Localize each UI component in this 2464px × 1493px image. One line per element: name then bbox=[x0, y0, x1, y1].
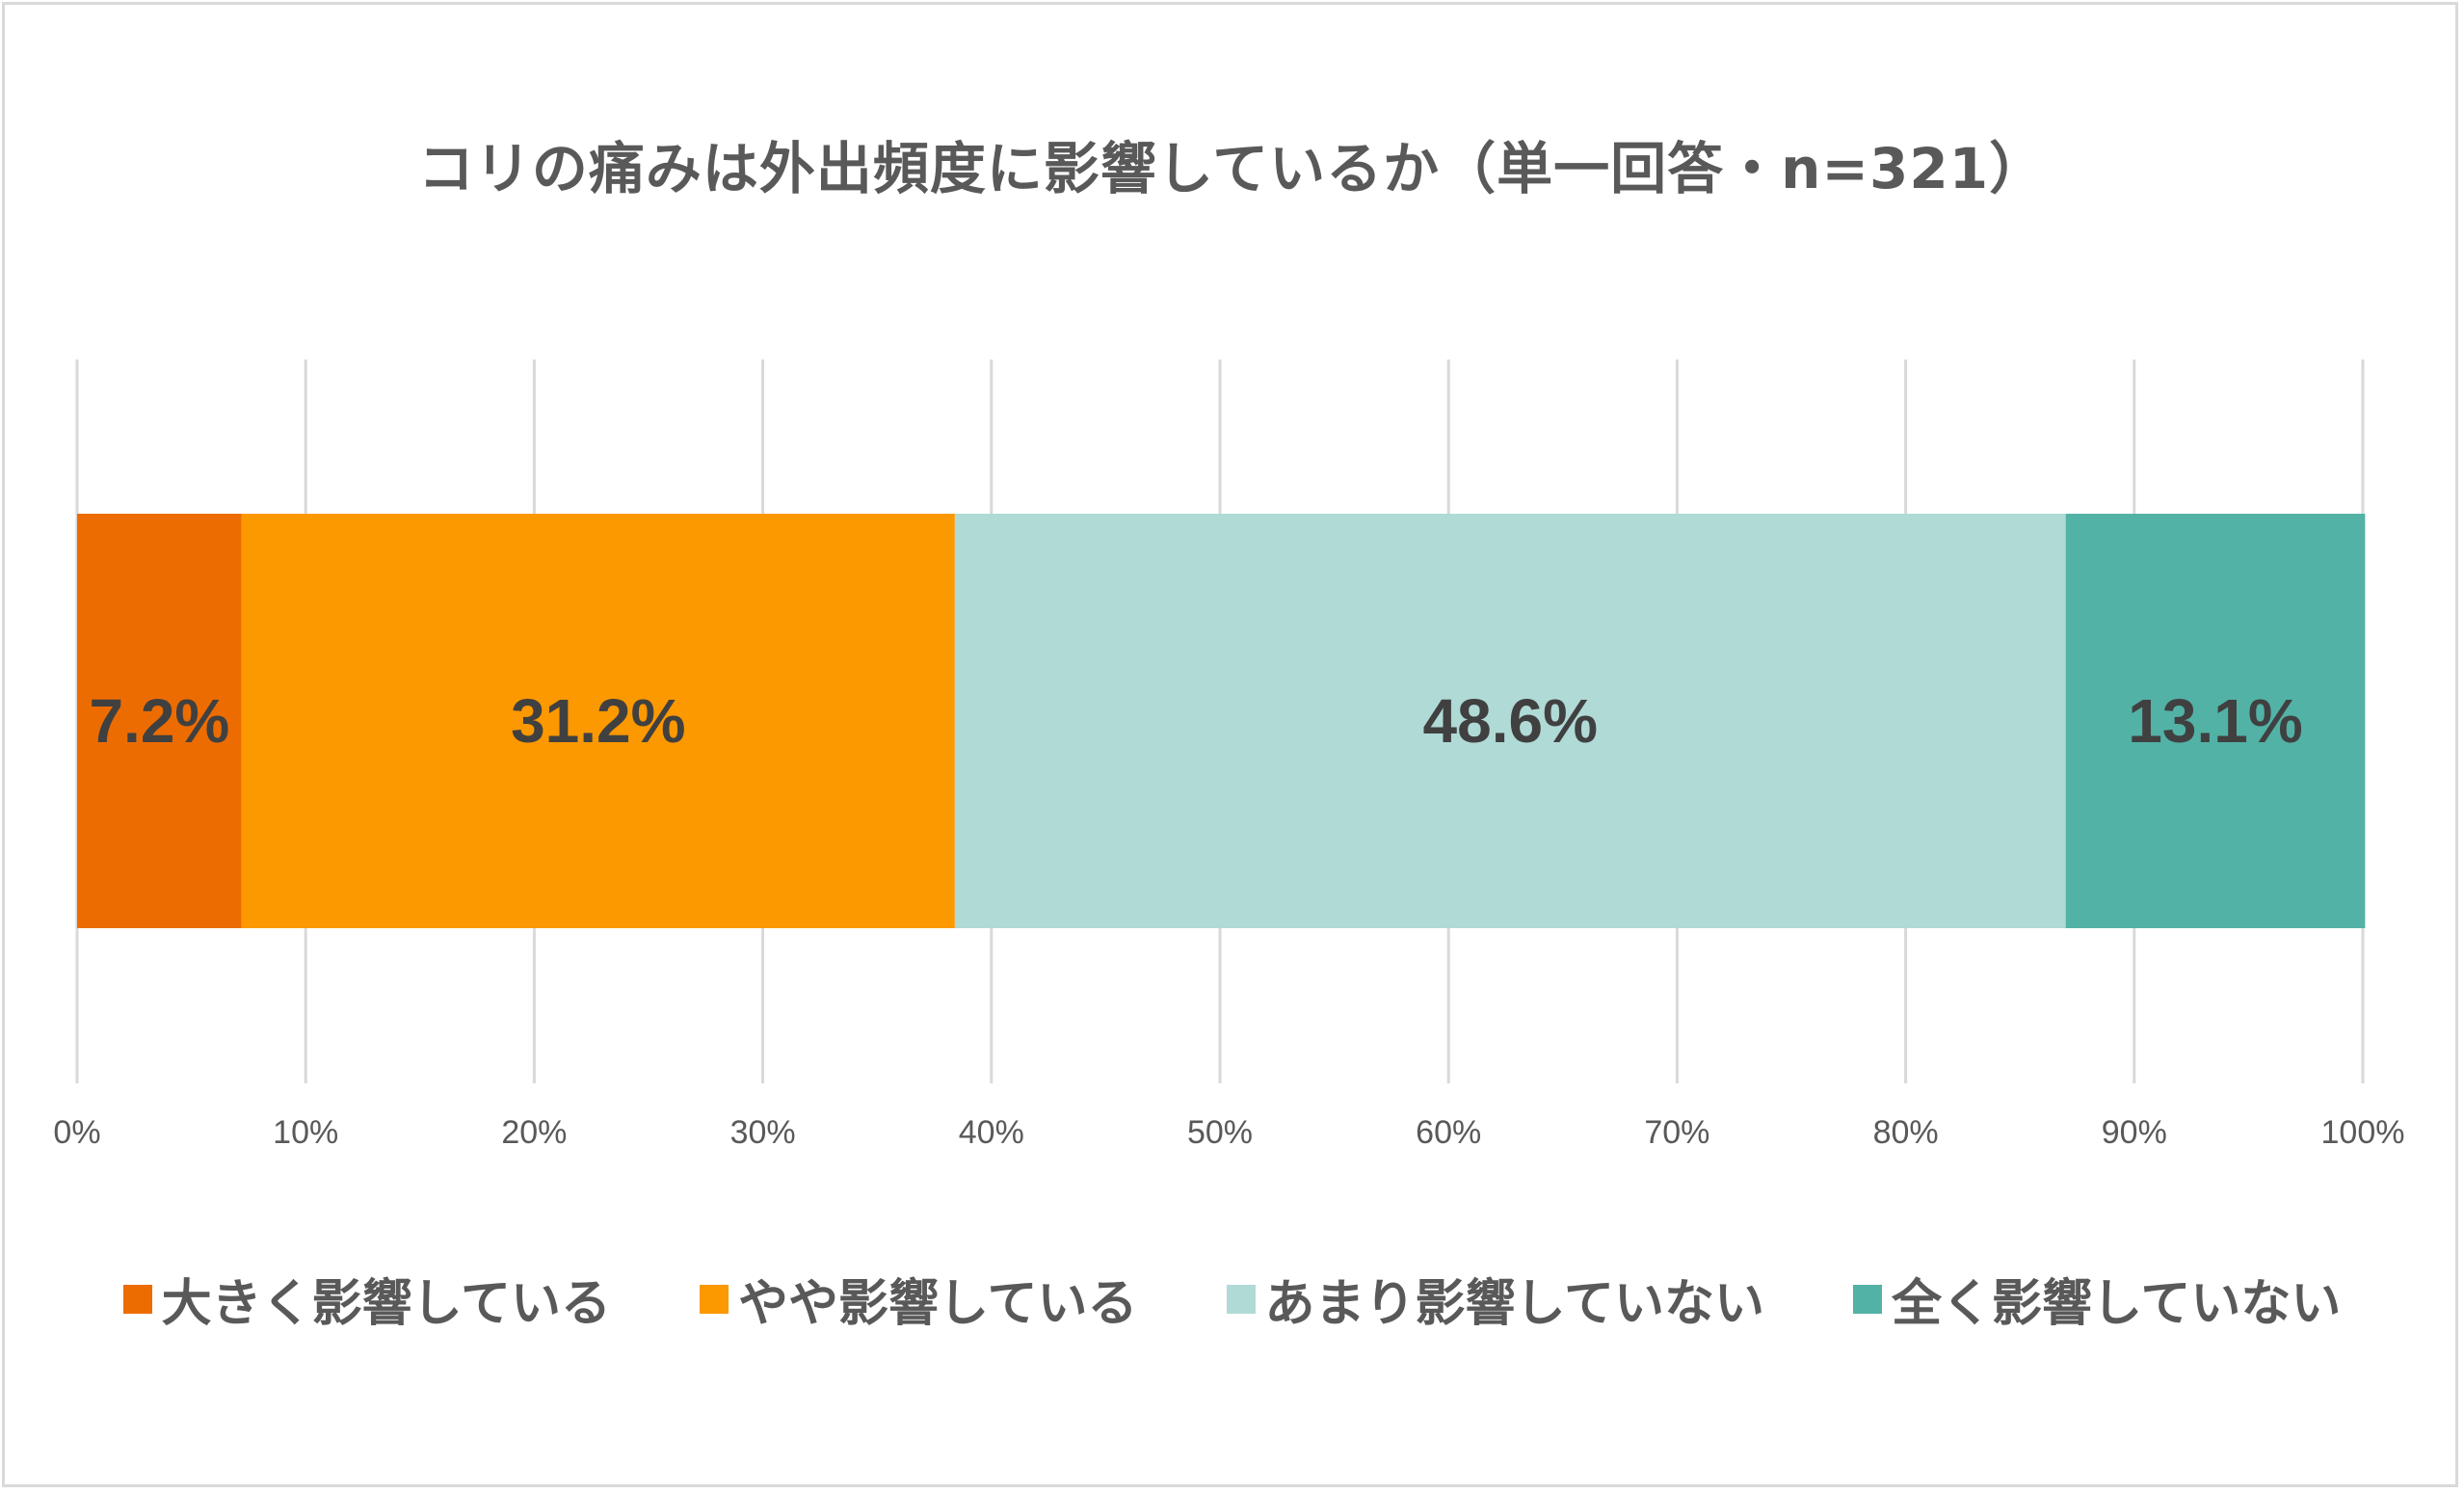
legend-label: やや影響している bbox=[738, 1275, 1138, 1333]
data-label-1: 7.2% bbox=[89, 686, 229, 756]
x-tick-label: 0% bbox=[53, 1114, 100, 1151]
x-tick-label: 70% bbox=[1644, 1114, 1709, 1151]
bar-segment-4 bbox=[2065, 514, 2366, 928]
data-label-2: 31.2% bbox=[511, 686, 685, 756]
legend-label: 大きく影響している bbox=[161, 1275, 612, 1333]
x-tick-label: 100% bbox=[2321, 1114, 2405, 1151]
data-label-4: 13.1% bbox=[2128, 686, 2302, 756]
legend-swatch bbox=[122, 1284, 152, 1314]
legend-item-1: 大きく影響している bbox=[122, 1263, 612, 1335]
bar-segment-1 bbox=[77, 514, 242, 928]
legend-label: あまり影響していない bbox=[1264, 1275, 1764, 1333]
chart-title: コリの痛みは外出頻度に影響しているか（単一回答・n=321） bbox=[417, 136, 2047, 201]
x-tick-label: 10% bbox=[273, 1114, 338, 1151]
x-axis-ticks: 0% 10% 20% 30% 40% 50% 60% 70% 80% 90% 100% bbox=[53, 1114, 2404, 1151]
legend-swatch bbox=[1226, 1284, 1256, 1314]
legend: 大きく影響している やや影響している あまり影響していない 全く影響していない bbox=[0, 1263, 2464, 1335]
x-tick-label: 90% bbox=[2102, 1114, 2167, 1151]
data-label-3: 48.6% bbox=[1423, 686, 1598, 756]
bar-segment-3 bbox=[954, 514, 2066, 928]
x-tick-label: 30% bbox=[730, 1114, 796, 1151]
x-tick-label: 50% bbox=[1187, 1114, 1253, 1151]
x-tick-label: 20% bbox=[501, 1114, 567, 1151]
x-tick-label: 40% bbox=[959, 1114, 1024, 1151]
x-tick-label: 60% bbox=[1416, 1114, 1481, 1151]
legend-item-2: やや影響している bbox=[700, 1263, 1138, 1335]
legend-swatch bbox=[700, 1284, 729, 1314]
legend-label: 全く影響していない bbox=[1891, 1275, 2342, 1333]
legend-item-3: あまり影響していない bbox=[1226, 1263, 1764, 1335]
legend-swatch bbox=[1852, 1284, 1882, 1314]
data-labels: 7.2% 31.2% 48.6% 13.1% bbox=[89, 686, 2302, 756]
x-tick-label: 80% bbox=[1873, 1114, 1939, 1151]
legend-item-4: 全く影響していない bbox=[1852, 1263, 2342, 1335]
bar-segments bbox=[77, 514, 2366, 928]
bar-segment-2 bbox=[241, 514, 955, 928]
